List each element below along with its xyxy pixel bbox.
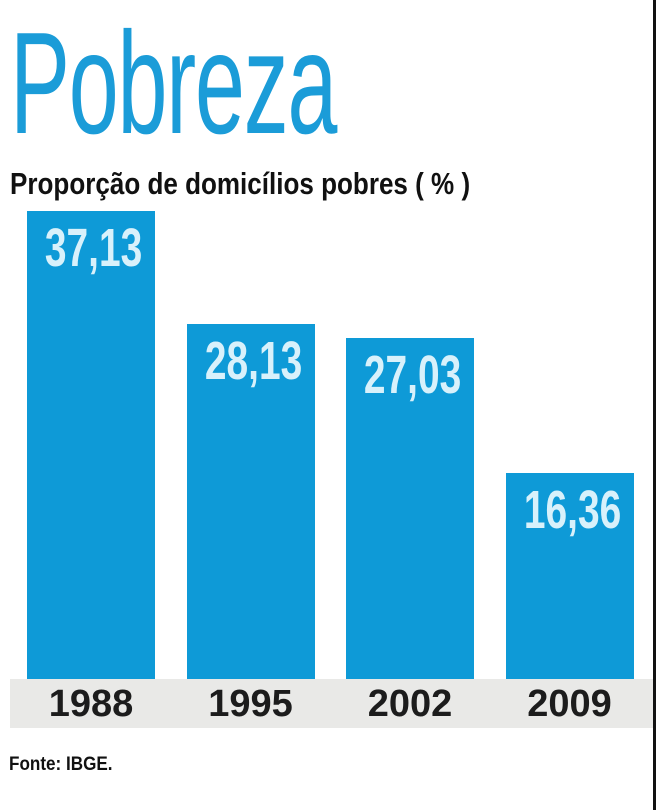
source-note: Fonte: IBGE. — [9, 754, 113, 775]
bar-value-label: 16,36 — [523, 480, 621, 540]
bar-value-label: 37,13 — [44, 218, 143, 278]
x-tick-label-1995: 1995 — [208, 682, 293, 725]
bar-chart-plot-area: 37,13 28,13 27,03 16,36 — [0, 211, 660, 679]
x-tick-label-2009: 2009 — [527, 682, 612, 725]
x-tick-label-2002: 2002 — [367, 682, 453, 725]
bar-1988: 37,13 — [27, 211, 155, 679]
bar-value-label: 27,03 — [363, 345, 462, 405]
page-title: Pobreza — [10, 2, 337, 164]
bar-2002: 27,03 — [346, 338, 474, 679]
bar-2009: 16,36 — [505, 473, 634, 679]
bar-1995: 28,13 — [186, 324, 315, 679]
x-axis-band: 1988 1995 2002 2009 — [10, 679, 653, 728]
x-tick-label-1988: 1988 — [48, 682, 134, 725]
bar-value-label: 28,13 — [204, 331, 302, 391]
right-frame-line — [653, 0, 656, 810]
chart-subtitle: Proporção de domicílios pobres ( % ) — [10, 166, 471, 201]
